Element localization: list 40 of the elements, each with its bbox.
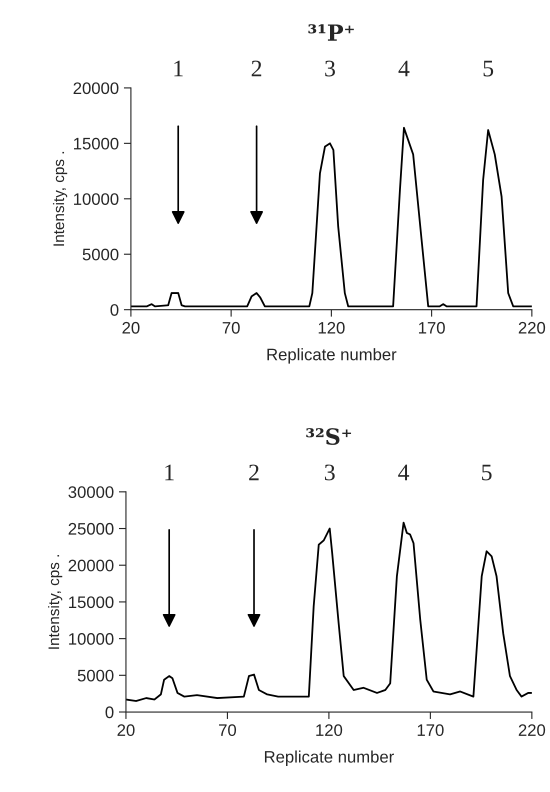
x-tick-label: 220	[518, 724, 546, 736]
x-axis-title: Replicate number	[264, 750, 394, 766]
y-tick-label: 5000	[82, 248, 118, 260]
x-axis-title: Replicate number	[267, 348, 396, 364]
x-tick-label: 70	[222, 322, 240, 334]
text: 2	[249, 464, 259, 480]
x-tick-label: 20	[118, 724, 135, 736]
x-tick-label: 170	[418, 322, 445, 334]
x-tick-label: 170	[418, 724, 444, 736]
y-tick-label: 25000	[68, 522, 114, 535]
y-tick-label: 30000	[68, 486, 114, 498]
text: 5	[484, 60, 494, 76]
x-tick-label: 220	[518, 322, 546, 334]
y-tick-label: 10000	[69, 633, 114, 645]
text: 3	[325, 60, 335, 76]
x-tick-label: 120	[318, 322, 345, 334]
x-tick-label: 20	[122, 322, 140, 334]
chart-title: ³²S⁺	[306, 428, 352, 445]
text: 5	[482, 464, 492, 480]
line-series	[130, 126, 532, 308]
text: 1	[174, 60, 183, 76]
text: 2	[252, 60, 262, 76]
text: 1	[165, 464, 174, 480]
line-series	[126, 522, 532, 702]
y-axis-title: Intensity, cps .	[48, 555, 62, 649]
x-tick-label: 70	[219, 724, 236, 736]
y-tick-label: 0	[110, 304, 118, 316]
text: 3	[324, 464, 335, 480]
y-tick-label: 15000	[74, 138, 118, 150]
y-tick-label: 20000	[74, 82, 118, 94]
y-axis-title: Intensity, cps .	[52, 152, 68, 246]
text: 4	[398, 60, 410, 76]
x-tick-label: 120	[316, 724, 342, 736]
y-tick-label: 20000	[68, 560, 114, 572]
text: 4	[398, 464, 410, 480]
y-tick-label: 10000	[74, 193, 118, 205]
y-tick-label: 15000	[69, 596, 114, 608]
chart-title: ³¹P⁺	[308, 24, 354, 41]
y-tick-label: 0	[106, 706, 114, 718]
y-tick-label: 5000	[78, 670, 114, 682]
